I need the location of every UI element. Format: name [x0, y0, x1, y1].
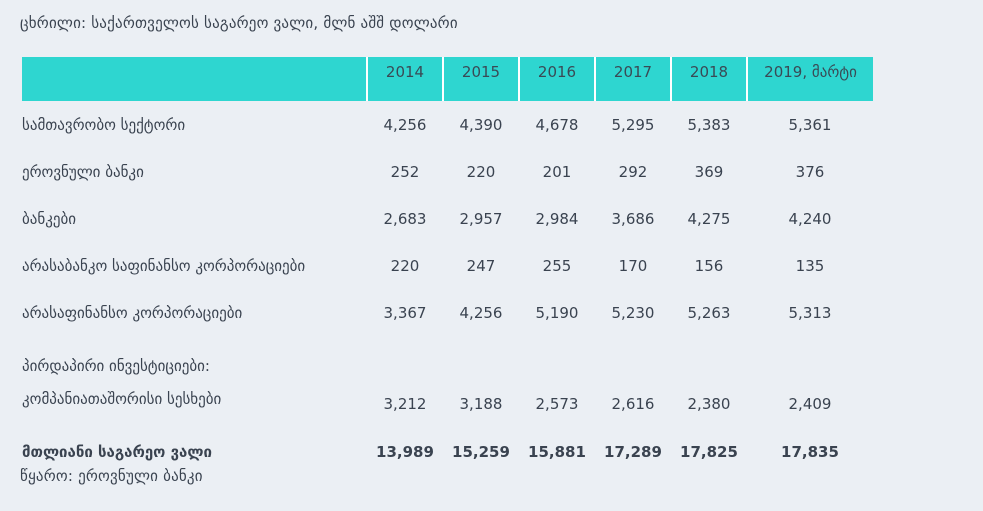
row-label: ბანკები [22, 209, 77, 228]
table-cell: 4,256 [459, 303, 503, 322]
table-cell: 255 [542, 256, 572, 275]
total-cell: 15,881 [528, 443, 586, 461]
table-cell: 292 [618, 162, 648, 181]
table-cell: 2,984 [535, 209, 579, 228]
row-label-line-2: კომპანიათაშორისი სესხები [22, 389, 222, 408]
table-cell: 5,230 [611, 303, 655, 322]
table-cell: 3,367 [383, 303, 427, 322]
table-cell: 4,256 [383, 115, 427, 134]
table-row: არასაფინანსო კორპორაციები 3,367 4,256 5,… [22, 289, 873, 336]
source-note: წყარო: ეროვნული ბანკი [20, 467, 203, 485]
total-cell: 17,289 [604, 443, 662, 461]
table-caption: ცხრილი: საქართველოს საგარეო ვალი, მლნ აშ… [20, 14, 458, 32]
header-cell-2014: 2014 [367, 57, 444, 101]
table-cell: 5,361 [788, 115, 832, 134]
table-cell: 5,295 [611, 115, 655, 134]
header-cell-2017: 2017 [595, 57, 672, 101]
row-label: არასაფინანსო კორპორაციები [22, 303, 243, 322]
header-cell-2018: 2018 [671, 57, 748, 101]
table-cell: 2,409 [788, 395, 832, 413]
table-row: პირდაპირი ინვესტიციები: კომპანიათაშორისი… [22, 336, 873, 428]
total-row: მთლიანი საგარეო ვალი 13,989 15,259 15,88… [22, 428, 873, 476]
total-cell: 17,825 [680, 443, 738, 461]
table-cell: 2,616 [611, 395, 655, 413]
table-cell: 5,263 [687, 303, 731, 322]
table-cell: 201 [542, 162, 572, 181]
table-cell: 2,380 [687, 395, 731, 413]
table-cell: 5,383 [687, 115, 731, 134]
table-cell: 3,188 [459, 395, 503, 413]
table-cell: 220 [390, 256, 420, 275]
row-label-line-1: პირდაპირი ინვესტიციები: [22, 356, 210, 375]
row-label: არასაბანკო საფინანსო კორპორაციები [22, 256, 306, 275]
table-cell: 4,678 [535, 115, 579, 134]
row-label: ეროვნული ბანკი [22, 162, 144, 181]
table-cell: 170 [618, 256, 648, 275]
external-debt-table: 2014 2015 2016 2017 2018 2019, მარტი სამ… [22, 57, 873, 476]
table-cell: 2,957 [459, 209, 503, 228]
table-row: სამთავრობო სექტორი 4,256 4,390 4,678 5,2… [22, 101, 873, 148]
table-row: ბანკები 2,683 2,957 2,984 3,686 4,275 4,… [22, 195, 873, 242]
table-row: არასაბანკო საფინანსო კორპორაციები 220 24… [22, 242, 873, 289]
table-cell: 5,313 [788, 303, 832, 322]
header-cell-2016: 2016 [519, 57, 596, 101]
total-label: მთლიანი საგარეო ვალი [22, 443, 212, 461]
table-cell: 252 [390, 162, 420, 181]
table-cell: 135 [795, 256, 825, 275]
table-cell: 4,390 [459, 115, 503, 134]
table-cell: 156 [694, 256, 724, 275]
header-row: 2014 2015 2016 2017 2018 2019, მარტი [22, 57, 873, 101]
table-cell: 220 [466, 162, 496, 181]
table-row: ეროვნული ბანკი 252 220 201 292 369 376 [22, 148, 873, 195]
table-cell: 3,212 [383, 395, 427, 413]
row-label-group: პირდაპირი ინვესტიციები: კომპანიათაშორისი… [22, 336, 367, 428]
header-cell-label [22, 57, 368, 101]
table-cell: 369 [694, 162, 724, 181]
total-cell: 15,259 [452, 443, 510, 461]
table-cell: 376 [795, 162, 825, 181]
table-cell: 4,240 [788, 209, 832, 228]
table-cell: 247 [466, 256, 496, 275]
header-cell-2019-march: 2019, მარტი [747, 57, 873, 101]
total-cell: 17,835 [781, 443, 839, 461]
table-cell: 2,683 [383, 209, 427, 228]
row-label: სამთავრობო სექტორი [22, 115, 186, 134]
table-cell: 5,190 [535, 303, 579, 322]
header-cell-2015: 2015 [443, 57, 520, 101]
table-cell: 4,275 [687, 209, 731, 228]
table-cell: 2,573 [535, 395, 579, 413]
total-cell: 13,989 [376, 443, 434, 461]
table-cell: 3,686 [611, 209, 655, 228]
